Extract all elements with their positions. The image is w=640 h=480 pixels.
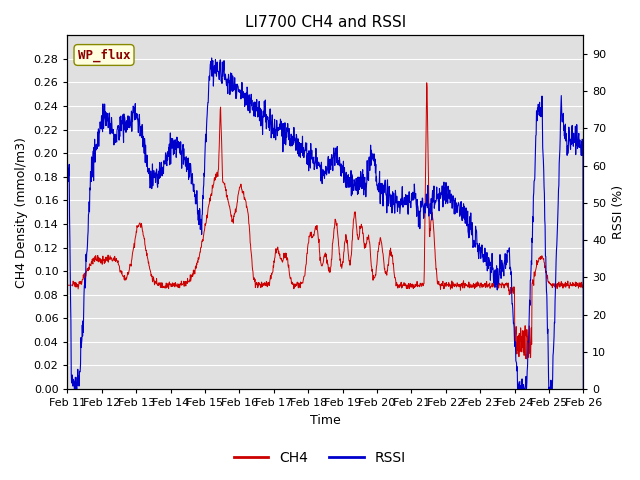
X-axis label: Time: Time xyxy=(310,414,340,427)
Text: WP_flux: WP_flux xyxy=(78,48,131,61)
Y-axis label: CH4 Density (mmol/m3): CH4 Density (mmol/m3) xyxy=(15,137,28,288)
Title: LI7700 CH4 and RSSI: LI7700 CH4 and RSSI xyxy=(244,15,406,30)
Y-axis label: RSSI (%): RSSI (%) xyxy=(612,185,625,239)
Legend: CH4, RSSI: CH4, RSSI xyxy=(228,445,412,471)
